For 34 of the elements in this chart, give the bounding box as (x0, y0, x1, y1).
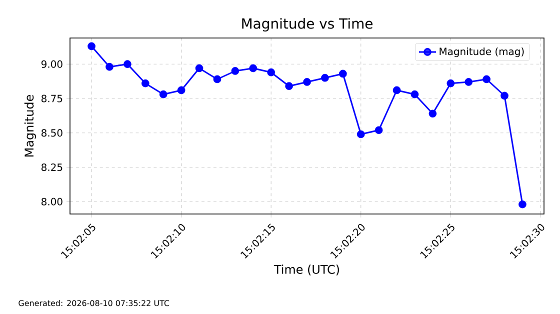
point (321, 74, 329, 82)
y-axis-title: Magnitude (24, 94, 36, 156)
chart-title: Magnitude vs Time (242, 18, 372, 32)
point (249, 64, 258, 72)
point (392, 86, 401, 94)
point (518, 200, 526, 208)
y-tick-label: 8.50 (42, 129, 62, 137)
x-axis-title: Time (UTC) (274, 264, 340, 276)
point (500, 92, 508, 100)
point (267, 68, 276, 76)
point (88, 42, 96, 50)
point (374, 126, 383, 134)
point (106, 62, 114, 71)
point (303, 78, 311, 86)
point (356, 130, 365, 138)
y-tick-label: 8.75 (42, 94, 62, 102)
point (285, 82, 293, 90)
point (141, 79, 150, 88)
point (410, 90, 419, 98)
y-tick-label: 8.25 (42, 163, 62, 172)
point (464, 78, 473, 86)
point (159, 90, 168, 98)
point (213, 75, 222, 84)
legend-label: Magnitude (mag) (440, 47, 524, 58)
point (231, 67, 240, 75)
point (446, 79, 455, 88)
point (177, 86, 186, 94)
point (124, 60, 132, 68)
y-tick-label: 9.00 (41, 60, 62, 68)
point (428, 110, 437, 118)
point (482, 75, 490, 84)
point (195, 64, 204, 72)
y-tick-label: 8.00 (42, 198, 62, 206)
point (338, 70, 347, 78)
